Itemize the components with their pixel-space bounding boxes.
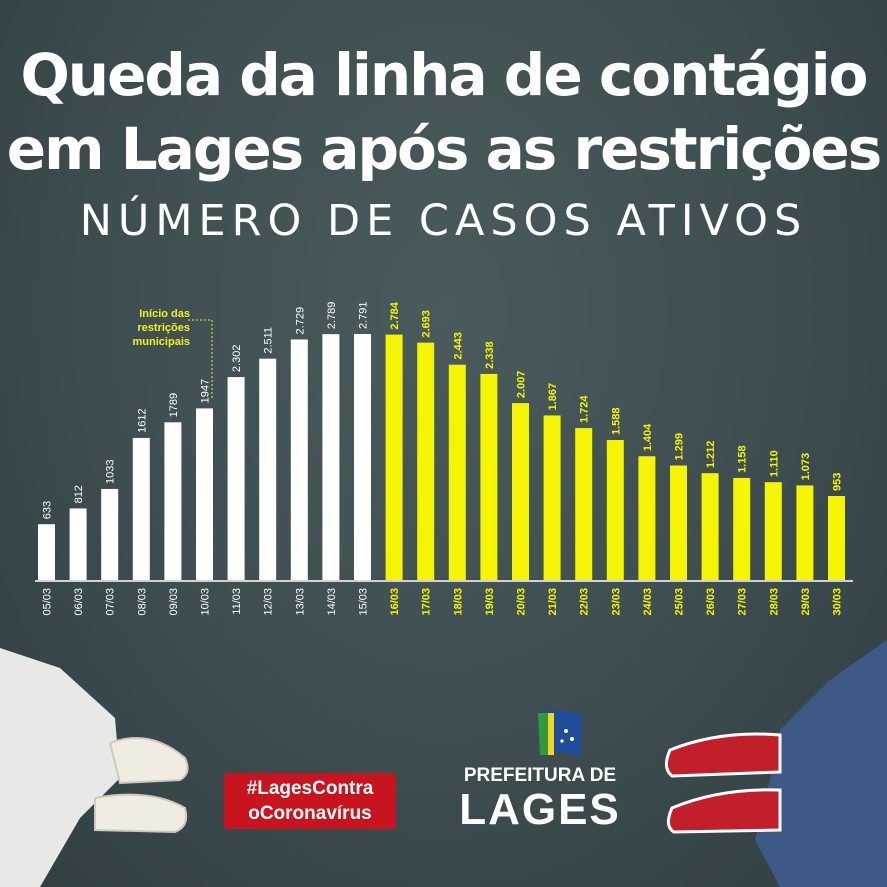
bar-15-03	[354, 334, 371, 580]
date-tick-label: 29/03	[800, 588, 812, 616]
bar-08-03	[132, 437, 150, 580]
value-label: 1.867	[547, 383, 559, 411]
date-tick-label: 21/03	[547, 588, 559, 616]
value-label: 2.302	[231, 345, 243, 373]
date-tick-label: 08/03	[136, 588, 148, 616]
bar-06-03	[69, 508, 87, 580]
bar-23-03	[606, 440, 624, 580]
value-label: 1.110	[768, 450, 780, 477]
hashtag-line-2: oCoronavírus	[248, 803, 372, 824]
bar-07-03	[101, 488, 119, 580]
bar-14-03	[322, 334, 340, 580]
date-tick-label: 15/03	[358, 588, 370, 616]
date-tick-label: 12/03	[263, 588, 275, 616]
bar-21-03	[543, 415, 561, 580]
bar-20-03	[512, 403, 529, 580]
date-tick-label: 07/03	[105, 588, 117, 616]
bar-25-03	[670, 465, 687, 580]
value-label: 2.791	[358, 301, 370, 329]
date-tick-label: 10/03	[200, 588, 212, 616]
title-line-2: em Lages após as restrições	[6, 115, 882, 183]
value-label: 2.511	[263, 327, 275, 354]
value-label: 1.299	[674, 433, 686, 461]
annotation-leader-line	[188, 319, 213, 400]
value-label: 1947	[200, 379, 212, 403]
annotation-line-1: Início das	[139, 308, 190, 320]
bar-13-03	[290, 339, 308, 580]
bar-22-03	[575, 428, 593, 580]
bar-11-03	[227, 377, 245, 580]
date-tick-label: 17/03	[421, 588, 433, 616]
title-line-1: Queda da linha de contágio	[20, 41, 869, 109]
hashtag-line-1: #LagesContra	[246, 778, 374, 799]
value-label: 1.073	[800, 453, 812, 481]
date-tick-label: 13/03	[294, 588, 306, 616]
value-label: 1.588	[610, 408, 622, 436]
value-label: 1.724	[579, 395, 591, 423]
value-label: 2.789	[326, 302, 338, 330]
subtitle: NÚMERO DE CASOS ATIVOS	[79, 196, 808, 246]
date-tick-label: 19/03	[484, 588, 496, 616]
value-label: 2.729	[294, 307, 306, 335]
bar-24-03	[638, 456, 656, 580]
bar-19-03	[480, 373, 498, 580]
bar-10-03	[196, 408, 213, 580]
bar-17-03	[417, 342, 435, 580]
date-tick-label: 22/03	[579, 588, 591, 616]
value-label: 1.212	[705, 441, 717, 469]
date-tick-label: 26/03	[705, 588, 717, 616]
bar-29-03	[796, 485, 814, 580]
date-tick-label: 11/03	[231, 588, 243, 615]
bar-26-03	[701, 473, 719, 580]
date-tick-label: 25/03	[674, 588, 686, 616]
date-tick-label: 06/03	[73, 588, 85, 616]
logo-prefeitura-text: PREFEITURA DE	[463, 765, 617, 786]
value-label: 1612	[136, 408, 148, 432]
logo-lages-text: LAGES	[459, 785, 621, 834]
value-label: 1033	[105, 459, 117, 483]
bar-09-03	[164, 422, 182, 580]
left-feet-photo	[0, 648, 189, 887]
flag-icon	[538, 710, 582, 757]
value-label: 1.404	[642, 423, 654, 451]
value-label: 2.693	[421, 310, 433, 338]
bar-27-03	[733, 477, 751, 580]
date-tick-label: 05/03	[42, 588, 54, 616]
date-tick-label: 23/03	[610, 588, 622, 616]
value-label: 2.007	[516, 371, 528, 399]
prefeitura-logo: PREFEITURA DE LAGES	[455, 705, 635, 835]
bar-30-03	[828, 496, 845, 580]
value-label: 2.338	[484, 341, 496, 369]
value-label: 2.784	[389, 301, 401, 329]
date-tick-label: 28/03	[768, 588, 780, 616]
restrictions-annotation: Início das restrições municipais	[100, 307, 190, 349]
date-tick-label: 16/03	[389, 588, 401, 616]
date-tick-label: 14/03	[326, 588, 338, 616]
bar-28-03	[764, 482, 782, 580]
date-tick-label: 20/03	[516, 588, 528, 616]
date-tick-label: 27/03	[737, 588, 749, 616]
annotation-line-2: restrições	[137, 322, 190, 334]
bar-16-03	[385, 334, 403, 580]
value-label: 953	[832, 473, 844, 491]
right-feet-photo	[665, 640, 887, 887]
annotation-line-3: municipais	[132, 336, 190, 348]
hashtag-badge: #LagesContra oCoronavírus	[224, 773, 396, 829]
date-tick-label: 09/03	[168, 588, 180, 616]
value-label: 1789	[168, 393, 180, 417]
bar-12-03	[259, 358, 277, 580]
date-tick-label: 30/03	[832, 588, 844, 616]
date-tick-label: 18/03	[452, 588, 464, 616]
bar-18-03	[448, 364, 466, 580]
bar-05-03	[38, 524, 55, 580]
value-label: 633	[42, 501, 54, 519]
date-tick-label: 24/03	[642, 588, 654, 616]
value-label: 2.443	[452, 332, 464, 360]
value-label: 812	[73, 485, 85, 503]
value-label: 1.158	[737, 445, 749, 473]
